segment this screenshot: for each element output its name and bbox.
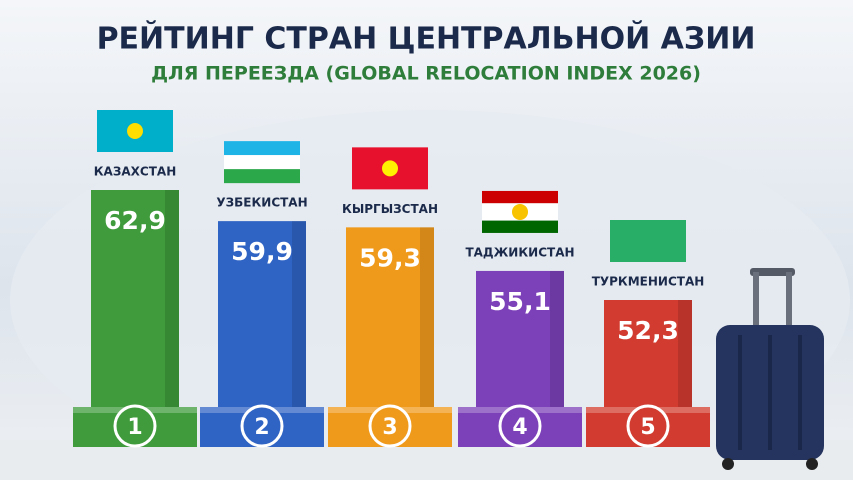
flag	[224, 169, 300, 184]
category-label: ТУРКМЕНИСТАН	[592, 275, 705, 289]
bar	[346, 227, 434, 420]
bar-shade	[550, 270, 564, 420]
flag	[610, 220, 686, 262]
rank-label: 2	[254, 415, 269, 440]
rank-badge	[626, 404, 670, 448]
bar-shade	[420, 227, 434, 420]
bar	[604, 300, 692, 420]
flag	[224, 141, 300, 156]
flag-emblem	[382, 160, 398, 177]
rank-label: 5	[640, 415, 655, 440]
bar-shade	[678, 300, 692, 420]
rank-badge	[368, 404, 412, 448]
bar-shade	[292, 221, 306, 420]
bar	[218, 221, 306, 420]
rank-badge	[240, 404, 284, 448]
value-label: 52,3	[617, 316, 679, 345]
suitcase	[716, 268, 824, 470]
rank-label: 4	[512, 415, 527, 440]
category-label: УЗБЕКИСТАН	[216, 196, 307, 210]
flag-emblem	[512, 203, 528, 220]
rank-label: 3	[382, 415, 397, 440]
bar	[91, 190, 179, 420]
rank-label: 1	[127, 415, 142, 440]
value-label: 59,3	[359, 243, 421, 272]
value-label: 55,1	[489, 287, 551, 316]
category-label: КЫРГЫЗСТАН	[342, 202, 438, 216]
value-label: 59,9	[231, 237, 293, 266]
bar-shade	[165, 190, 179, 420]
flag	[482, 190, 558, 204]
rank-badge	[113, 404, 157, 448]
category-label: ТАДЖИКИСТАН	[465, 245, 574, 259]
bar	[476, 270, 564, 420]
flag	[482, 220, 558, 233]
flag-emblem	[127, 123, 143, 139]
chart-subtitle: ДЛЯ ПЕРЕЕЗДА (GLOBAL RELOCATION INDEX 20…	[151, 63, 701, 85]
chart-title: РЕЙТИНГ СТРАН ЦЕНТРАЛЬНОЙ АЗИИ	[97, 21, 756, 57]
value-label: 62,9	[104, 206, 166, 235]
rank-badge	[498, 404, 542, 448]
category-label: КАЗАХСТАН	[94, 165, 176, 179]
flag	[224, 155, 300, 170]
